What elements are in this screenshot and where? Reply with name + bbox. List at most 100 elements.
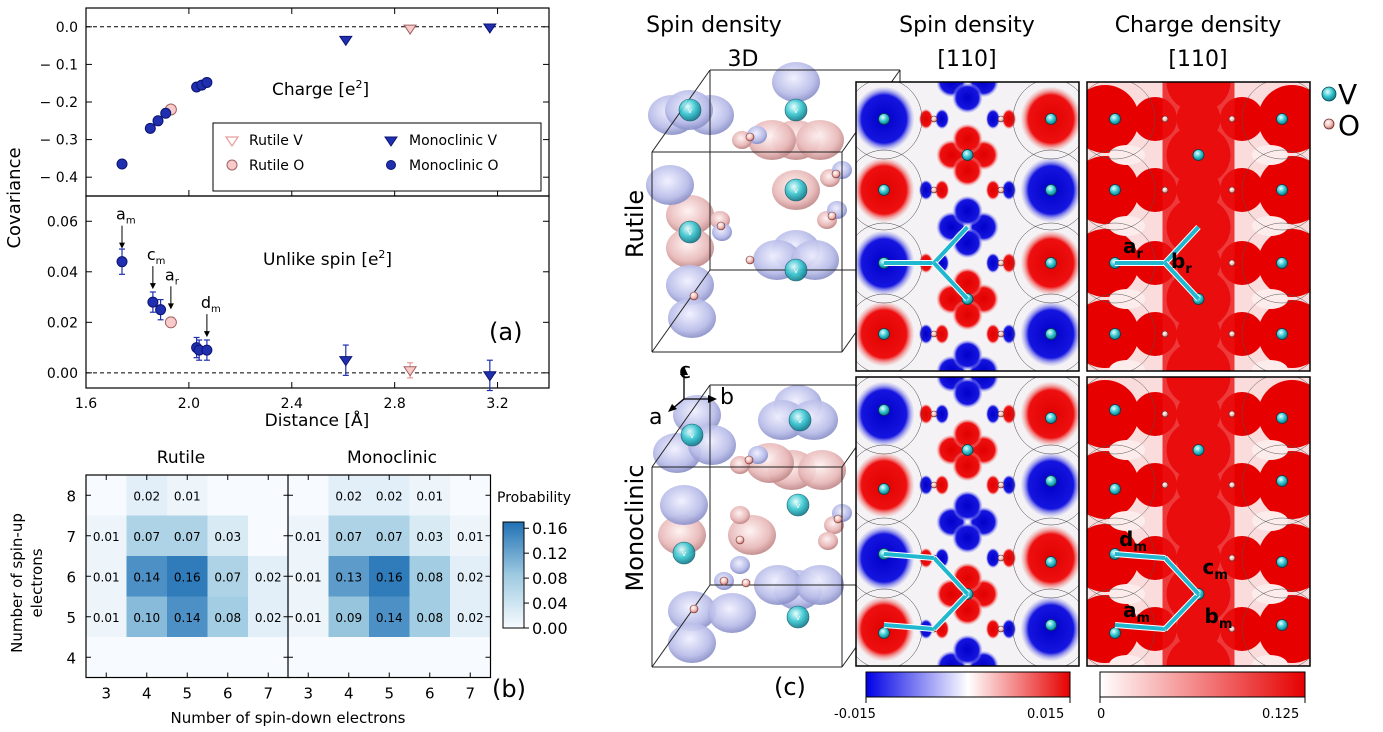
- spin-down-lobe: [660, 485, 708, 525]
- spin-down-lobe: [668, 623, 716, 663]
- heatmap-xtick-label: 4: [142, 685, 152, 703]
- heatmap-cell: [450, 556, 491, 597]
- panel-c-letter: (c): [774, 673, 806, 701]
- heatmap-cell-label: 0.01: [416, 489, 443, 503]
- heatmap-cell: [126, 596, 168, 638]
- bond: [932, 556, 969, 596]
- legend-label-rutile-o: Rutile O: [249, 158, 304, 174]
- o-atom: [930, 115, 938, 123]
- legend-marker-monoclinic-v: [384, 136, 398, 147]
- o-atom: [997, 481, 1005, 489]
- map-content: [856, 377, 1079, 666]
- heatmap-cell: [288, 637, 329, 678]
- v-atom: [1276, 113, 1288, 125]
- spin-dipole: [935, 324, 949, 344]
- spin-dipole: [935, 475, 949, 495]
- heatmap-cell-label: 0.01: [93, 611, 120, 625]
- v-atom: [1276, 475, 1288, 487]
- o-atom: [741, 578, 751, 588]
- colorbar-tick-label: 0.04: [532, 594, 568, 613]
- heatmap-cell: [248, 637, 289, 678]
- charge-point-monoclinic-v: [482, 23, 497, 34]
- o-atom: [997, 410, 1005, 418]
- o-atom: [744, 455, 754, 465]
- panel-b: Rutile Monoclinic 0.02 0.010.01 0.07 0.07 0.…: [8, 448, 571, 727]
- heatmap-cell: [450, 515, 491, 557]
- contour: [1012, 149, 1079, 231]
- spin-dipole: [919, 109, 933, 129]
- heatmap-cell-label: 0.09: [335, 611, 362, 625]
- heatmap-cell-label: 0.03: [416, 530, 443, 544]
- spin-clover-lobe: [952, 419, 983, 449]
- v-atom: [788, 408, 812, 432]
- contour: [1241, 517, 1310, 599]
- axis-c-label: c: [679, 359, 691, 384]
- contour: [856, 377, 923, 455]
- colorbar-tick-label: 0.00: [532, 619, 568, 638]
- o-atom: [930, 186, 938, 194]
- v-atom: [1045, 556, 1057, 568]
- heatmap-cell: [450, 475, 491, 516]
- heatmap-cell-label: 0.08: [214, 611, 241, 625]
- heatmap-cell: [167, 637, 208, 678]
- spin-dipole: [919, 180, 933, 200]
- charge-gap: [1252, 145, 1288, 165]
- heatmap-cell: [328, 556, 370, 597]
- charge-channel: [1162, 82, 1235, 371]
- heatmap-cell-label: 0.07: [335, 530, 362, 544]
- v-atom: [672, 541, 696, 565]
- heatmap-cell: [126, 515, 168, 557]
- charge-gap: [1252, 511, 1288, 531]
- charge-gap: [1252, 584, 1288, 604]
- spin-dipole: [1002, 548, 1016, 568]
- spin-up-lobe: [658, 515, 706, 555]
- legend-atom-v: [1321, 86, 1337, 102]
- v-atom: [878, 328, 890, 340]
- v-atom: [878, 483, 890, 495]
- spin-down-lobe: [666, 265, 714, 305]
- heatmap-cell: [409, 596, 451, 638]
- heatmap-cell: [167, 596, 208, 638]
- contour: [1241, 82, 1310, 160]
- bond-label: am: [116, 205, 136, 227]
- heatmap-cell: [207, 596, 249, 638]
- panel-b-letter: (b): [492, 675, 526, 703]
- spin-dipole: [919, 404, 933, 424]
- charge-gap: [1252, 440, 1288, 460]
- bond: [932, 261, 969, 301]
- spin-dipole: [919, 475, 933, 495]
- heatmap-xtick-label: 5: [384, 685, 394, 703]
- charge-point-monoclinic-o: [152, 115, 164, 127]
- map-content: [856, 82, 1079, 371]
- contour: [1241, 588, 1310, 666]
- heatmap-cell-label: 0.01: [93, 530, 120, 544]
- map-frame: [1086, 376, 1311, 667]
- colorbar-tick-label: 0.08: [532, 569, 568, 588]
- bond: [1163, 261, 1200, 301]
- v-atom: [878, 404, 890, 416]
- spin-density-3d-rutile: v v v v v: [646, 62, 901, 353]
- v-atom: [1045, 412, 1057, 424]
- o-atom: [1228, 259, 1236, 267]
- o-atom: [1228, 625, 1236, 633]
- probability-colorbar: [502, 521, 525, 629]
- spin-clover-lobe: [952, 300, 983, 330]
- heatmap-cell-label: 0.07: [214, 570, 241, 584]
- charge-point-monoclinic-v: [338, 35, 353, 47]
- heatmaps: 0.02 0.01 0.01 0.07 0.07 0.03 0.01 0.14 0.16 0.07…: [66, 474, 492, 703]
- spin-colorbar-min: -0.015: [834, 707, 876, 722]
- unlike-spin-point-monoclinic-o: [155, 304, 167, 316]
- v-atom: [786, 605, 810, 629]
- v-atom: [1045, 257, 1057, 269]
- charge-point-monoclinic-o: [144, 122, 156, 134]
- xtick-label: 3.2: [486, 396, 508, 412]
- charge-blob: [1087, 380, 1139, 448]
- contour: [1012, 293, 1079, 371]
- v-atom: [786, 493, 810, 517]
- heatmap-cell-label: 0.02: [255, 611, 282, 625]
- heatmap-cell: [328, 475, 370, 516]
- map-frame: [855, 81, 1080, 372]
- o-atom: [997, 259, 1005, 267]
- contour: [1241, 149, 1310, 231]
- unlike-spin-point-monoclinic-v: [482, 371, 497, 382]
